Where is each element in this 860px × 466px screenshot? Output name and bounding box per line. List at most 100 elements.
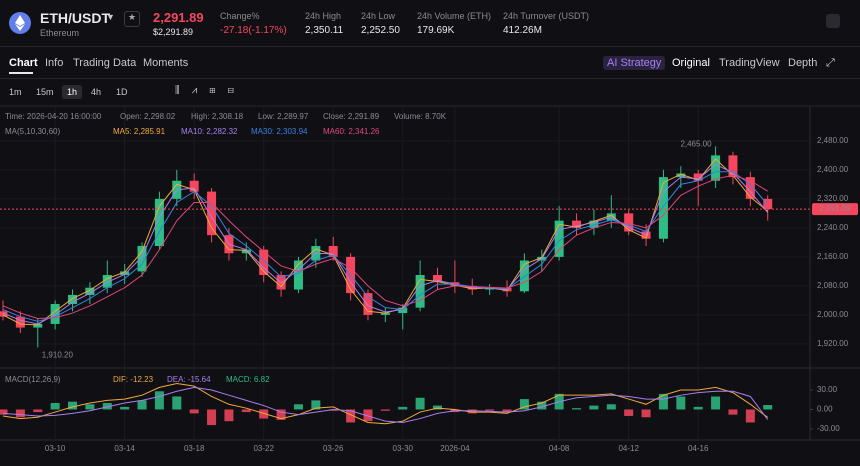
tab[interactable]: Info — [45, 57, 64, 69]
macd-item: DIF: -12.23 — [113, 375, 154, 384]
macd-bar — [293, 404, 303, 410]
interval[interactable]: 1h — [62, 85, 83, 99]
ma-item: MA60: 2,341.26 — [323, 127, 380, 136]
macd-bar — [15, 409, 25, 418]
candle-body — [658, 177, 668, 239]
ma-item: MA10: 2,282.32 — [181, 127, 238, 136]
candle-body — [433, 275, 442, 283]
interval[interactable]: 1D — [116, 87, 128, 97]
candle-body — [745, 177, 755, 199]
macd-bar — [363, 409, 373, 422]
y-tick-label: 2,480.00 — [817, 136, 849, 145]
macd-bar — [85, 404, 95, 410]
macd-bar — [693, 406, 703, 410]
stat-label: 24h High — [305, 11, 342, 21]
macd-bar — [572, 408, 582, 410]
y-tick-label: 2,000.00 — [817, 310, 849, 319]
candle-body — [207, 191, 217, 236]
tab[interactable]: Chart — [9, 57, 38, 69]
macd-title: MACD(12,26,9) — [5, 375, 61, 384]
tab[interactable]: Moments — [143, 57, 189, 69]
candle-body — [120, 271, 130, 276]
symbol[interactable]: ETH/USDT — [40, 10, 110, 26]
asset-name: Ethereum — [40, 28, 80, 38]
fullscreen-button[interactable]: ⤢ — [826, 57, 835, 69]
macd-bar — [745, 409, 755, 423]
macd-bar — [380, 409, 390, 411]
macd-item: DEA: -15.64 — [167, 375, 211, 384]
ma-item: MA5: 2,285.91 — [113, 127, 166, 136]
tab[interactable]: Trading Data — [73, 57, 137, 69]
candle-body — [154, 198, 164, 247]
macd-bar — [189, 409, 199, 414]
candle-body — [0, 311, 8, 317]
indicator-line — [2, 163, 769, 325]
ma-item: MA30: 2,303.94 — [251, 127, 308, 136]
candle-body — [137, 246, 147, 272]
last-price-box — [812, 203, 858, 216]
toolbar-icons[interactable]: ⫼⩘⊞⊟ — [175, 85, 246, 96]
divider — [0, 46, 860, 47]
candle-body — [328, 246, 338, 257]
macd-bar — [207, 409, 217, 426]
macd-bar — [711, 396, 721, 410]
divider — [0, 78, 860, 79]
macd-bar — [589, 405, 599, 410]
price-usd: $2,291.89 — [153, 27, 194, 37]
menu-button[interactable] — [826, 14, 840, 28]
x-tick-label: 04-16 — [688, 444, 709, 453]
candle-body — [33, 323, 43, 328]
indicator-line — [2, 174, 768, 320]
macd-bar — [641, 409, 651, 418]
x-tick-label: 03-30 — [393, 444, 414, 453]
indicator-line — [2, 386, 769, 423]
candle-body — [485, 287, 495, 290]
interval[interactable]: 1m — [9, 87, 22, 97]
macd-bar — [259, 409, 269, 419]
macd-bar — [658, 393, 668, 410]
macd-bar — [485, 409, 495, 411]
tab-underline — [9, 72, 33, 74]
y-tick-label: 1,920.00 — [817, 339, 849, 348]
macd-bar — [398, 406, 408, 410]
y-tick-label: 2,160.00 — [817, 252, 849, 261]
y-tick-label: 2,320.00 — [817, 194, 849, 203]
interval[interactable]: 15m — [36, 87, 54, 97]
macd-bar — [120, 406, 130, 410]
candle-body — [519, 260, 529, 292]
macd-bar — [467, 409, 477, 414]
stat-label: 24h Turnover (USDT) — [503, 11, 590, 21]
macd-bar — [154, 391, 164, 410]
view-tab[interactable]: Original — [672, 57, 710, 69]
view-tab[interactable]: Depth — [788, 57, 818, 69]
symbol-dropdown[interactable]: ▼ — [106, 12, 115, 22]
macd-bar — [433, 405, 442, 410]
indicator-line — [2, 158, 769, 326]
info-item: Time: 2026-04-20 16:00:00 — [5, 112, 102, 121]
view-tab[interactable]: AI Strategy — [603, 56, 666, 70]
y-tick-label: 2,080.00 — [817, 281, 849, 290]
x-tick-label: 2026-04 — [440, 444, 470, 453]
y-tick-label: 2,240.00 — [817, 223, 849, 232]
candle-body — [572, 220, 582, 228]
macd-bar — [624, 409, 634, 416]
macd-bar — [502, 409, 512, 413]
macd-bar — [137, 400, 147, 410]
macd-bar — [276, 409, 286, 420]
info-item: Low: 2,289.97 — [258, 112, 309, 121]
ma-title: MA(5,10,30,60) — [5, 127, 61, 136]
macd-bar — [537, 401, 547, 410]
macd-bar — [728, 409, 738, 415]
candle-body — [693, 173, 703, 181]
last-price-label: 2,291.89 — [819, 204, 851, 213]
stat-value: 179.69K — [417, 25, 455, 36]
candle-body — [241, 249, 251, 254]
favorite-button[interactable]: ★ — [124, 11, 140, 27]
high-annotation: 2,465.00 — [680, 139, 712, 148]
y-tick-label: 0.00 — [817, 405, 833, 414]
macd-bar — [50, 402, 60, 410]
last-price: 2,291.89 — [153, 10, 204, 25]
view-tab[interactable]: TradingView — [719, 57, 780, 69]
interval[interactable]: 4h — [91, 87, 102, 97]
